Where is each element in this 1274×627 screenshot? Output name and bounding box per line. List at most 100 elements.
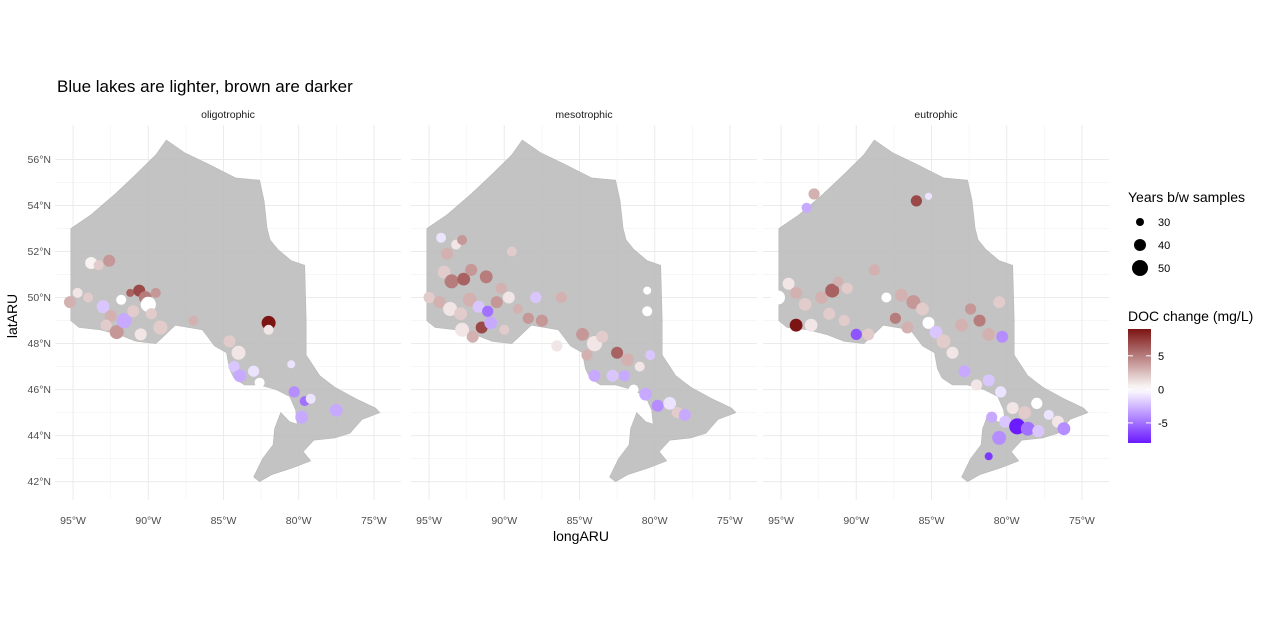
x-tick-label: 85°W <box>567 515 593 527</box>
y-tick-label: 46°N <box>28 384 51 396</box>
lake-point <box>924 192 933 200</box>
lake-point <box>295 410 309 424</box>
lake-point <box>512 304 523 314</box>
y-tick-label: 56°N <box>28 154 51 166</box>
x-tick-label: 90°W <box>491 515 517 527</box>
lake-point <box>329 403 343 417</box>
lake-point <box>83 292 94 303</box>
lake-point <box>466 330 479 343</box>
lake-point <box>443 302 458 316</box>
lake-point <box>305 393 316 404</box>
lake-point <box>906 295 921 310</box>
lake-point <box>789 318 803 332</box>
lake-point <box>145 308 157 320</box>
size-legend-dot <box>1132 260 1148 276</box>
ontario-map-shape <box>426 139 737 482</box>
panels: oligotrophic 95°W 90°W 85°W 80°W 75°W mesotrop… <box>28 109 1109 527</box>
lake-point <box>922 316 935 329</box>
lake-point <box>973 314 986 327</box>
lake-point <box>628 384 639 395</box>
color-legend-label: -5 <box>1158 418 1168 430</box>
x-axis-label: longARU <box>553 528 609 544</box>
lake-point <box>771 290 785 305</box>
lake-point <box>995 386 1007 398</box>
size-legend-label: 40 <box>1158 240 1170 252</box>
lake-point <box>134 328 147 341</box>
lake-point <box>116 294 127 305</box>
lake-point <box>651 399 664 412</box>
lake-point <box>929 325 943 339</box>
size-legend-label: 50 <box>1158 263 1170 275</box>
lake-point <box>1043 409 1054 420</box>
lake-point <box>992 430 1007 445</box>
lake-point <box>611 346 624 359</box>
lake-point <box>457 235 468 245</box>
x-tick-label: 90°W <box>135 515 161 527</box>
lake-point <box>116 313 132 329</box>
lake-point <box>619 370 631 382</box>
lake-point <box>971 379 983 391</box>
lake-point <box>1057 422 1071 436</box>
lake-point <box>1031 397 1043 409</box>
ontario-map-shape <box>778 139 1089 482</box>
x-tick-label: 95°W <box>60 515 86 527</box>
panel-mesotrophic: mesotrophic 95°W 90°W 85°W 80°W 75°W <box>411 109 757 527</box>
y-tick-label: 44°N <box>28 430 51 442</box>
lake-point <box>288 386 300 398</box>
lake-point <box>455 322 470 337</box>
x-tick-label: 75°W <box>1069 515 1095 527</box>
lake-point <box>535 314 548 327</box>
lake-point <box>982 328 996 341</box>
lake-point <box>231 345 246 360</box>
lake-point <box>522 312 534 324</box>
chart-title: Blue lakes are lighter, brown are darker <box>57 77 353 96</box>
lake-point <box>150 287 161 298</box>
lake-point <box>263 324 274 335</box>
lake-point <box>639 387 653 401</box>
x-tick-label: 80°W <box>994 515 1020 527</box>
lake-point <box>642 306 653 317</box>
lake-point <box>93 260 104 271</box>
lake-point <box>606 369 619 382</box>
x-tick-label: 95°W <box>768 515 794 527</box>
y-tick-labels: 42°N 44°N 46°N 48°N 50°N 52°N 54°N 56°N <box>28 154 51 488</box>
y-tick-label: 50°N <box>28 292 51 304</box>
x-tick-label: 85°W <box>919 515 945 527</box>
lake-point <box>645 350 656 361</box>
panel-oligotrophic: oligotrophic 95°W 90°W 85°W 80°W 75°W <box>55 109 401 527</box>
lake-point <box>833 276 844 287</box>
lake-point <box>188 315 199 326</box>
lake-point <box>895 288 908 302</box>
lake-point <box>457 272 471 286</box>
facet-label: oligotrophic <box>201 109 255 121</box>
lake-point <box>825 283 840 298</box>
lake-point <box>965 303 977 315</box>
facet-label: mesotrophic <box>555 109 612 121</box>
lake-point <box>223 335 236 348</box>
lake-point <box>984 452 993 461</box>
lake-point <box>472 300 485 313</box>
lake-point <box>499 324 510 335</box>
x-tick-label: 80°W <box>642 515 668 527</box>
lake-point <box>433 296 446 309</box>
lake-point <box>643 286 652 295</box>
size-legend-label: 30 <box>1158 217 1170 229</box>
lake-point <box>506 246 517 257</box>
lake-point <box>436 232 447 243</box>
lake-point <box>621 353 634 367</box>
lake-point <box>581 349 593 361</box>
lake-point <box>804 318 818 332</box>
lake-point <box>96 300 110 314</box>
y-axis-label: latARU <box>4 294 20 338</box>
lake-point <box>127 305 140 318</box>
lake-point <box>1032 425 1045 437</box>
y-tick-label: 48°N <box>28 338 51 350</box>
lake-point <box>790 286 803 299</box>
ontario-map-shape <box>70 139 381 482</box>
color-legend-label: 5 <box>1158 351 1164 363</box>
lake-point <box>823 307 836 320</box>
lake-point <box>248 365 260 377</box>
